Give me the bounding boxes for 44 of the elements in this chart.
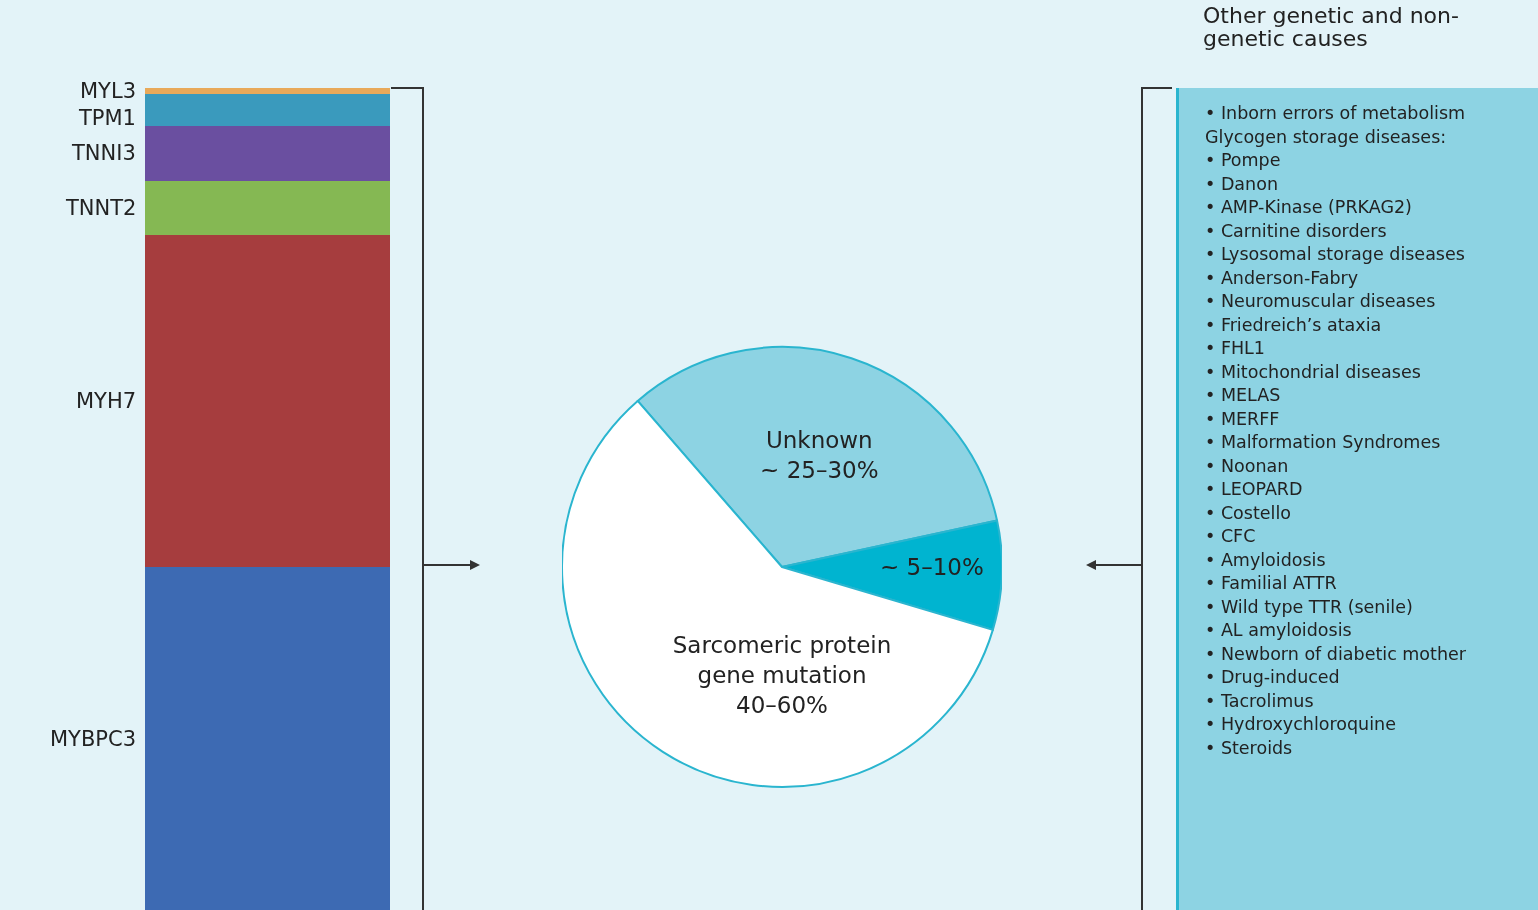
text: • CFC bbox=[1205, 525, 1257, 548]
text: • FHL1 bbox=[1205, 337, 1266, 360]
bar bbox=[145, 180, 390, 236]
text: • Drug-induced bbox=[1205, 666, 1341, 689]
bar bbox=[145, 567, 390, 910]
series-label: MYBPC3 bbox=[50, 727, 137, 751]
text: • Malformation Syndromes bbox=[1205, 431, 1442, 454]
text: • Steroids bbox=[1205, 736, 1294, 760]
series-label: TNNT2 bbox=[65, 196, 137, 220]
text: • Amyloidosis bbox=[1205, 548, 1327, 572]
text: • LEOPARD bbox=[1205, 478, 1304, 501]
text: • Mitochondrial diseases bbox=[1205, 360, 1422, 384]
text: • Newborn of diabetic mother bbox=[1205, 642, 1467, 666]
slice-label: Sarcomeric protein gene mutation 40–60% bbox=[672, 632, 892, 719]
text: • Carnitine disorders bbox=[1205, 219, 1388, 243]
series-label: MYL3 bbox=[80, 79, 137, 103]
text: • Danon bbox=[1205, 172, 1279, 196]
text: • Inborn errors of metabolism bbox=[1205, 102, 1467, 125]
text: • Wild type TTR (senile) bbox=[1205, 595, 1414, 619]
text: • Noonan bbox=[1205, 454, 1290, 478]
text: • MELAS bbox=[1205, 384, 1282, 407]
text: • Costello bbox=[1205, 501, 1292, 525]
text: • Pompe bbox=[1205, 149, 1282, 172]
text: • Tacrolimus bbox=[1205, 689, 1315, 713]
text: Glycogen storage diseases: bbox=[1205, 125, 1448, 149]
text: • AMP-Kinase (PRKAG2) bbox=[1205, 196, 1413, 219]
bar bbox=[145, 93, 390, 126]
text: • Anderson-Fabry bbox=[1205, 266, 1360, 290]
text: • MERFF bbox=[1205, 407, 1281, 431]
bar bbox=[145, 235, 390, 568]
bar bbox=[145, 125, 390, 181]
text: • Friedreich’s ataxia bbox=[1205, 313, 1383, 337]
series-label: TNNI3 bbox=[71, 141, 136, 165]
text: • Familial ATTR bbox=[1205, 572, 1338, 595]
text: • Hydroxychloroquine bbox=[1205, 713, 1397, 736]
slice-label: ~ 5–10% bbox=[879, 554, 984, 580]
slice-label: Unknown ~ 25–30% bbox=[760, 426, 879, 483]
series-label: TPM1 bbox=[78, 106, 136, 130]
series-label: MYH7 bbox=[76, 389, 137, 413]
text: • Lysosomal storage diseases bbox=[1205, 243, 1466, 266]
bar bbox=[145, 88, 390, 94]
text: Other genetic and non-genetic causes bbox=[1203, 3, 1460, 51]
text: • Neuromuscular diseases bbox=[1205, 290, 1437, 313]
text: • AL amyloidosis bbox=[1205, 619, 1353, 642]
